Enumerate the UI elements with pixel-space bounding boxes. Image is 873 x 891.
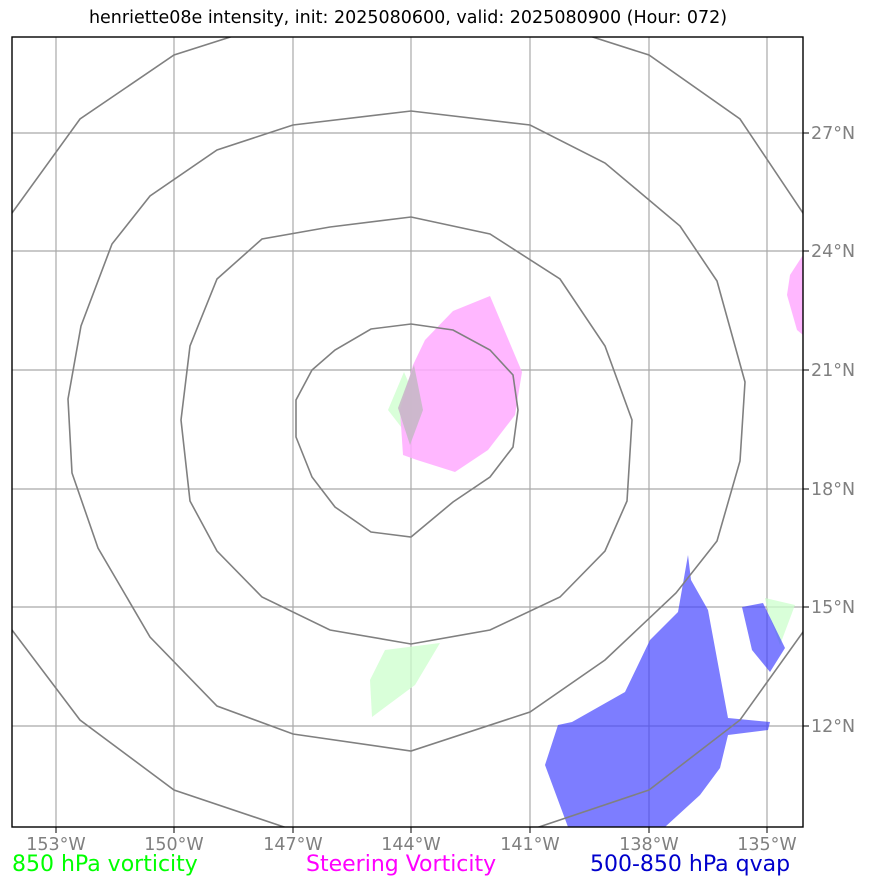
- lon-label: 135°W: [737, 835, 796, 855]
- lat-label: 15°N: [811, 598, 855, 618]
- legend-850-vorticity: 850 hPa vorticity: [12, 852, 198, 877]
- map-title: henriette08e intensity, init: 2025080600…: [88, 8, 728, 28]
- parallel-gridlines: [12, 132, 803, 727]
- legend-steering-vorticity: Steering Vorticity: [306, 852, 497, 877]
- range-ring-1: [295, 323, 519, 538]
- lon-label: 153°W: [26, 835, 85, 855]
- qvap-area-southeast: [545, 555, 770, 827]
- lat-label: 27°N: [811, 124, 855, 144]
- lon-label: 141°W: [500, 835, 559, 855]
- map-frame: [11, 36, 804, 828]
- range-ring-3: [67, 110, 746, 752]
- lon-label: 144°W: [381, 835, 440, 855]
- vorticity-850-area-east: [765, 598, 795, 645]
- legend-qvap: 500-850 hPa qvap: [590, 852, 791, 877]
- steering-vorticity-area-center: [400, 296, 522, 472]
- lat-label: 21°N: [811, 361, 855, 381]
- lon-label: 147°W: [263, 835, 322, 855]
- axis-ticks: [55, 132, 809, 833]
- steering-vorticity-area-east: [787, 255, 803, 335]
- lat-label: 24°N: [811, 242, 855, 262]
- range-rings: [12, 37, 803, 827]
- lat-label: 12°N: [811, 717, 855, 737]
- qvap-area-east: [742, 603, 785, 672]
- qvap-areas: [545, 555, 785, 827]
- range-ring-2: [180, 216, 633, 645]
- lat-label: 18°N: [811, 480, 855, 500]
- latitude-labels: 27°N 24°N 21°N 18°N 15°N 12°N: [811, 124, 855, 737]
- lon-label: 138°W: [619, 835, 678, 855]
- longitude-labels: 153°W 150°W 147°W 144°W 141°W 138°W 135°…: [26, 835, 796, 855]
- vorticity-850-area-south: [370, 643, 440, 717]
- overlap-area: [398, 365, 423, 445]
- lon-label: 150°W: [144, 835, 203, 855]
- steering-vorticity-areas: [400, 255, 803, 472]
